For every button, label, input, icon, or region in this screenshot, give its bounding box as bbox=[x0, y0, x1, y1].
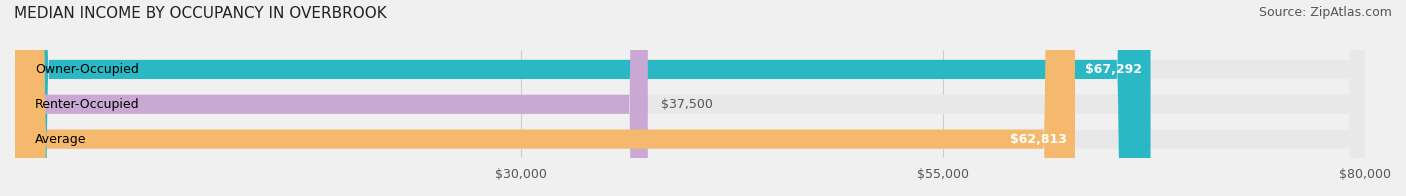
Text: $67,292: $67,292 bbox=[1085, 63, 1142, 76]
FancyBboxPatch shape bbox=[15, 0, 1365, 196]
FancyBboxPatch shape bbox=[15, 0, 1365, 196]
Text: Average: Average bbox=[35, 133, 87, 146]
Text: Source: ZipAtlas.com: Source: ZipAtlas.com bbox=[1258, 6, 1392, 19]
Text: $37,500: $37,500 bbox=[661, 98, 713, 111]
FancyBboxPatch shape bbox=[15, 0, 1150, 196]
FancyBboxPatch shape bbox=[15, 0, 648, 196]
Text: Renter-Occupied: Renter-Occupied bbox=[35, 98, 139, 111]
FancyBboxPatch shape bbox=[15, 0, 1076, 196]
FancyBboxPatch shape bbox=[15, 0, 1365, 196]
Text: Owner-Occupied: Owner-Occupied bbox=[35, 63, 139, 76]
Text: MEDIAN INCOME BY OCCUPANCY IN OVERBROOK: MEDIAN INCOME BY OCCUPANCY IN OVERBROOK bbox=[14, 6, 387, 21]
Text: $62,813: $62,813 bbox=[1010, 133, 1067, 146]
